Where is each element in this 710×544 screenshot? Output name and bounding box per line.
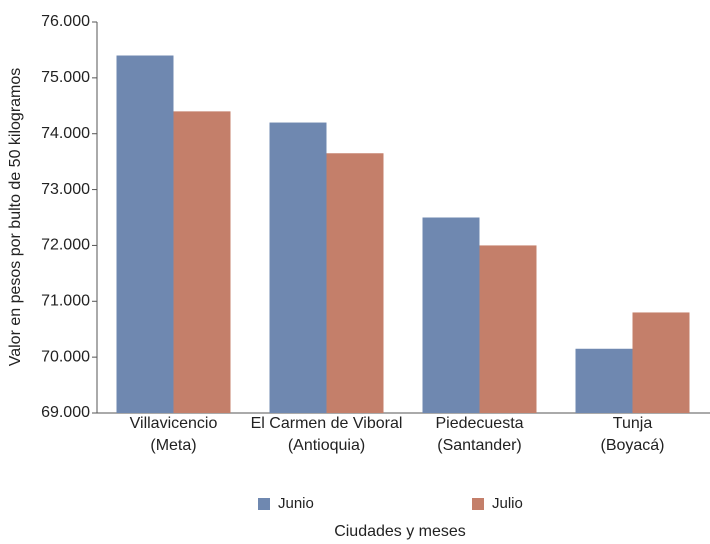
y-tick-label: 69.000 <box>41 404 90 421</box>
y-axis-label: Valor en pesos por bulto de 50 kilogramo… <box>7 68 24 367</box>
bar <box>326 153 384 413</box>
y-tick-label: 76.000 <box>41 13 90 30</box>
bar <box>422 217 480 413</box>
bar <box>173 111 231 413</box>
x-tick-label: El Carmen de Viboral <box>251 415 403 432</box>
y-tick-label: 73.000 <box>41 181 90 198</box>
x-tick-label: (Boyacá) <box>600 437 664 454</box>
x-tick-label: Villavicencio <box>130 415 218 432</box>
x-tick-label: (Meta) <box>150 437 196 454</box>
x-tick-label: Piedecuesta <box>435 415 523 432</box>
y-tick-label: 74.000 <box>41 125 90 142</box>
legend-swatch <box>472 498 484 510</box>
bar <box>575 348 633 413</box>
bar <box>632 312 690 413</box>
y-tick-label: 75.000 <box>41 69 90 86</box>
legend-label: Junio <box>278 495 314 512</box>
bar <box>116 55 174 414</box>
legend-swatch <box>258 498 270 510</box>
legend-label: Julio <box>492 495 523 512</box>
y-tick-label: 71.000 <box>41 293 90 310</box>
y-tick-label: 72.000 <box>41 237 90 254</box>
x-axis-label: Ciudades y meses <box>334 523 466 540</box>
x-tick-label: (Antioquia) <box>288 437 365 454</box>
y-tick-label: 70.000 <box>41 348 90 365</box>
x-tick-label: Tunja <box>613 415 653 432</box>
bar <box>269 122 327 414</box>
x-tick-label: (Santander) <box>437 437 522 454</box>
bar <box>479 245 537 413</box>
